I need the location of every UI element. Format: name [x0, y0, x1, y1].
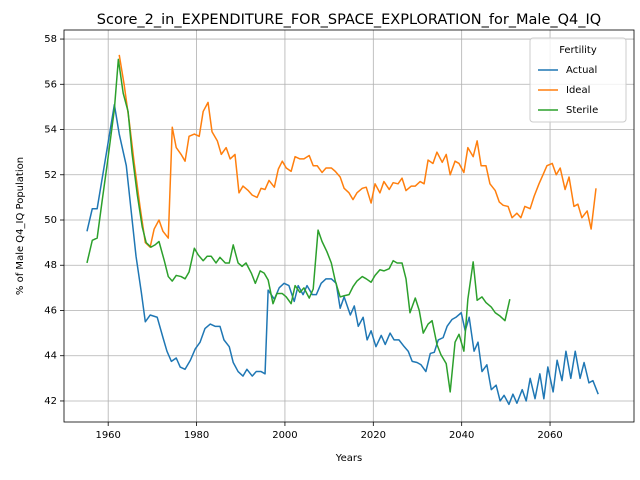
plot-frame [63, 29, 635, 423]
chart-title: Score_2_in_EXPENDITURE_FOR_SPACE_EXPLORA… [97, 12, 601, 28]
legend-box [529, 37, 627, 123]
y-tick-label: 54 [44, 125, 57, 136]
y-tick-label: 50 [44, 215, 57, 226]
x-tick-label: 2000 [272, 430, 297, 441]
y-tick-label: 44 [44, 351, 57, 362]
legend: Fertility Actual Ideal Sterile [529, 37, 627, 123]
y-tick-label: 52 [44, 170, 57, 181]
x-tick-label: 2040 [449, 430, 474, 441]
y-tick-label: 42 [44, 396, 57, 407]
y-tick-label: 56 [44, 79, 57, 90]
y-tick-label: 48 [44, 260, 57, 271]
y-tick-label: 46 [44, 305, 57, 316]
legend-label: Actual [566, 65, 597, 76]
y-axis-label: % of Male Q4_IQ Population [15, 157, 26, 295]
x-axis-label: Years [335, 453, 362, 464]
series-line [118, 54, 597, 248]
legend-label: Ideal [566, 85, 590, 96]
x-tick-label: 2020 [361, 430, 386, 441]
series-line [86, 103, 599, 406]
y-tick-label: 58 [44, 34, 57, 45]
legend-label: Sterile [566, 105, 598, 116]
x-tick-label: 2060 [537, 430, 562, 441]
x-tick-label: 1960 [95, 430, 120, 441]
legend-title: Fertility [559, 45, 597, 56]
series-line [86, 58, 511, 393]
x-tick-label: 1980 [184, 430, 209, 441]
